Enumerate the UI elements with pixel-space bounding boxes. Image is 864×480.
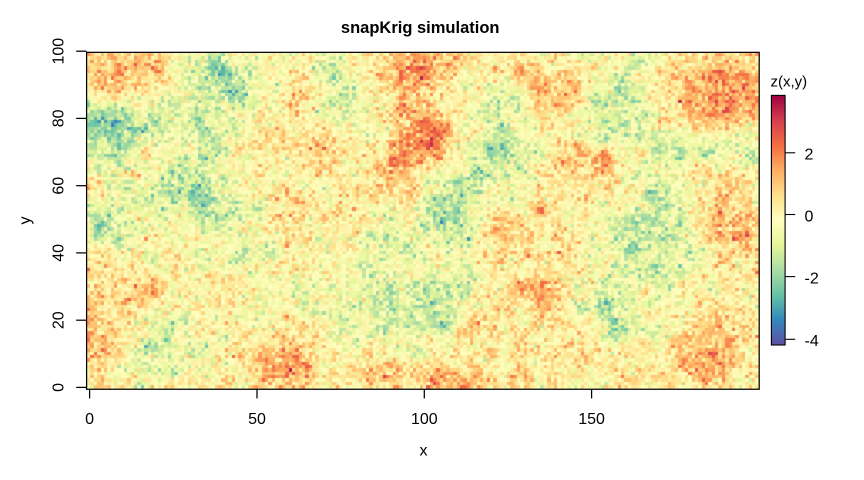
svg-text:40: 40 (51, 244, 68, 262)
svg-text:snapKrig simulation: snapKrig simulation (341, 19, 500, 37)
svg-text:z(x,y): z(x,y) (771, 73, 808, 90)
svg-text:50: 50 (248, 411, 266, 428)
svg-text:2: 2 (805, 147, 814, 164)
svg-text:0: 0 (51, 383, 68, 392)
svg-text:0: 0 (805, 208, 814, 225)
svg-text:y: y (17, 217, 34, 225)
svg-text:0: 0 (85, 411, 94, 428)
svg-text:100: 100 (411, 411, 438, 428)
svg-text:x: x (420, 443, 428, 460)
svg-text:100: 100 (51, 38, 68, 65)
svg-text:80: 80 (51, 109, 68, 127)
svg-text:-4: -4 (805, 333, 819, 350)
svg-text:20: 20 (51, 311, 68, 329)
svg-text:150: 150 (578, 411, 605, 428)
svg-text:60: 60 (51, 177, 68, 195)
svg-text:-2: -2 (805, 270, 819, 287)
